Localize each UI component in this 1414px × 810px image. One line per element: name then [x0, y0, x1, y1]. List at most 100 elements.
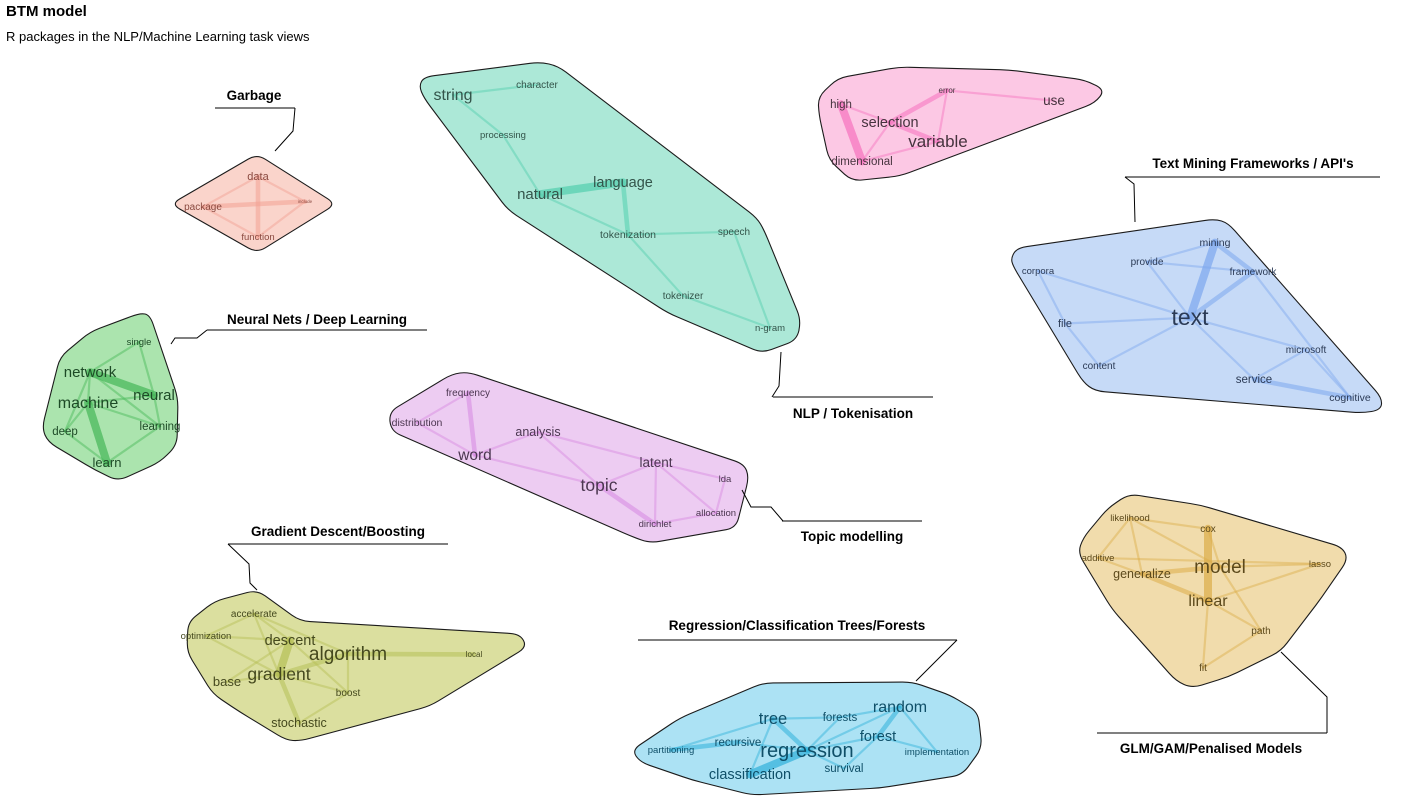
word-edge: [345, 651, 477, 657]
word-label: deep: [52, 426, 78, 438]
word-edge: [1128, 516, 1144, 576]
word-label: cognitive: [1329, 392, 1371, 404]
word-label: mining: [1200, 237, 1231, 249]
word-edge: [88, 340, 141, 374]
word-edge: [1206, 562, 1322, 602]
word-label: boost: [336, 688, 361, 699]
cluster-label-text: Garbage: [227, 88, 282, 103]
cluster-label-text: Text Mining Frameworks / API's: [1152, 156, 1353, 171]
word-label: language: [593, 175, 653, 191]
cluster-neural-nets: single network neural machine deep learn…: [42, 313, 180, 480]
word-edge: [596, 483, 658, 527]
word-edge: [876, 735, 939, 754]
word-edge: [86, 368, 158, 400]
word-edge: [653, 461, 658, 526]
word-edge: [86, 401, 162, 428]
word-edge: [538, 193, 630, 236]
word-edge: [1128, 516, 1222, 569]
word-label: natural: [517, 186, 563, 203]
word-label: microsoft: [1286, 345, 1327, 356]
word-label: latent: [639, 455, 672, 470]
word-edge: [714, 477, 727, 515]
word-label: machine: [58, 395, 119, 412]
label-leader-line: [274, 107, 296, 152]
word-edge: [1097, 316, 1192, 367]
word-edge: [1036, 269, 1192, 319]
word-label: base: [213, 674, 241, 689]
word-label: random: [873, 699, 927, 716]
word-label: tokenization: [600, 229, 656, 241]
word-edge: [1252, 348, 1308, 381]
word-edge: [626, 230, 736, 236]
word-label: likelihood: [1110, 513, 1150, 524]
word-label: stochastic: [271, 716, 327, 730]
word-edge: [536, 430, 601, 487]
cluster-label-text: Neural Nets / Deep Learning: [227, 312, 407, 327]
cluster-polygon: [1011, 219, 1383, 414]
word-edge: [1187, 269, 1256, 320]
label-leader-line: [170, 329, 208, 345]
word-edge: [770, 716, 810, 753]
word-edge: [204, 634, 292, 642]
word-edge: [501, 133, 542, 196]
word-edge: [1188, 316, 1256, 381]
word-edge: [415, 421, 477, 457]
cluster-label-topic-modelling: Topic modelling: [741, 489, 922, 544]
word-edge: [63, 371, 92, 433]
label-leader-line: [1280, 651, 1328, 733]
word-edge: [875, 704, 903, 739]
word-label: error: [939, 86, 956, 95]
word-label: topic: [581, 475, 618, 495]
word-label: data: [247, 171, 269, 183]
word-edge: [256, 200, 307, 239]
word-edge: [626, 233, 685, 297]
word-label: include: [298, 199, 313, 204]
word-edge: [936, 89, 949, 143]
word-label: distribution: [392, 417, 443, 429]
cluster-label-text: Topic modelling: [801, 529, 904, 544]
word-edge: [256, 175, 307, 203]
word-edge: [1145, 260, 1255, 273]
word-label: frequency: [446, 388, 490, 399]
word-label: model: [1194, 557, 1246, 578]
cluster-glm-gam-penalised: likelihood cox additive generalize model…: [1079, 494, 1347, 687]
word-edge: [201, 175, 260, 208]
word-edge: [805, 705, 902, 752]
word-label: single: [127, 337, 152, 348]
word-edge: [805, 749, 846, 770]
word-edge: [415, 391, 470, 424]
word-edge: [200, 199, 308, 210]
label-leader-line: [741, 489, 784, 522]
word-edge: [945, 89, 1056, 102]
cluster-gradient-descent-boosting: accelerate optimization descent algorith…: [181, 591, 526, 742]
word-edge: [1096, 556, 1144, 576]
word-edge: [63, 401, 90, 433]
word-label: file: [1058, 318, 1072, 330]
word-edge: [225, 639, 292, 683]
word-label: accelerate: [231, 609, 278, 620]
word-edge: [736, 741, 809, 752]
cluster-polygon: [389, 372, 749, 543]
label-leader-line: [771, 351, 782, 398]
word-edge: [88, 371, 162, 428]
word-label: processing: [480, 130, 526, 141]
cluster-label-text-mining: Text Mining Frameworks / API's: [1124, 156, 1380, 223]
word-edge: [1218, 562, 1322, 569]
word-edge: [1036, 269, 1067, 325]
word-label: path: [1251, 626, 1270, 637]
word-label: function: [241, 232, 274, 243]
word-label: cox: [1200, 524, 1216, 535]
cluster-variable-selection: high error use selection variable dimens…: [817, 66, 1103, 181]
word-edge: [1139, 571, 1211, 604]
word-edge: [842, 735, 880, 770]
word-edge: [84, 398, 111, 467]
word-edge: [654, 461, 718, 515]
word-edge: [1251, 270, 1352, 399]
word-edge: [288, 639, 350, 694]
cluster-label-text: Gradient Descent/Boosting: [251, 524, 425, 539]
cluster-label-garbage: Garbage: [215, 88, 296, 152]
word-edge: [105, 425, 162, 464]
word-label: classification: [709, 767, 791, 783]
word-edge: [473, 430, 540, 457]
word-label: forests: [823, 712, 858, 724]
